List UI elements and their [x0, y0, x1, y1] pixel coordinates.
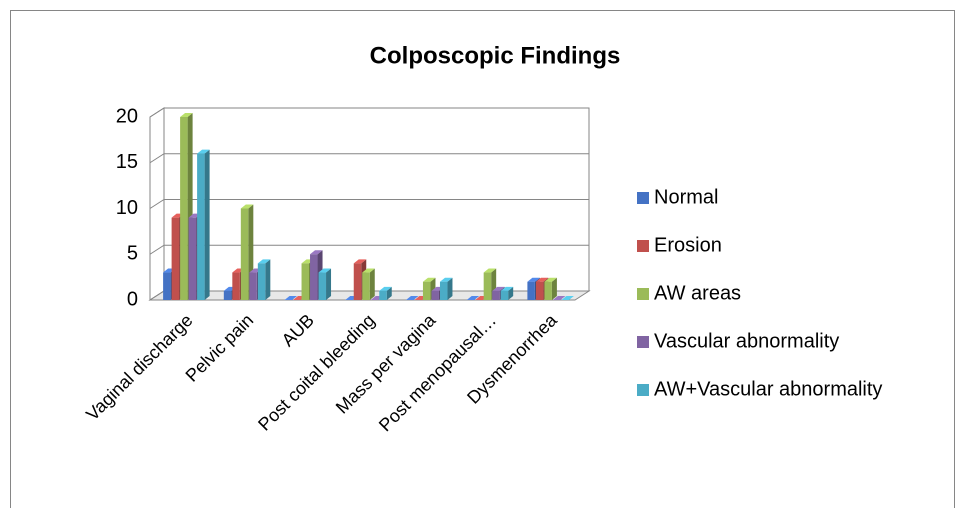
bar-top [544, 277, 557, 282]
grid-line [149, 153, 589, 164]
bar-top [405, 296, 419, 300]
bar [257, 263, 266, 300]
bar [535, 281, 544, 300]
bar-side [265, 259, 271, 300]
chart-border [10, 10, 955, 508]
legend-swatch [637, 192, 649, 204]
bar-top [483, 268, 497, 273]
legend-label: Vascular abnormality [654, 330, 839, 352]
bar-side [551, 277, 557, 300]
grid-line [149, 107, 589, 118]
bar-top [240, 204, 254, 209]
bar-top [180, 113, 193, 117]
bar-top [284, 296, 298, 300]
y-tick-label: 10 [116, 197, 138, 219]
grid-line [149, 244, 589, 255]
bar-top [318, 268, 332, 273]
bar [353, 263, 362, 300]
chart-title: Colposcopic Findings [370, 42, 621, 69]
legend-label: Erosion [654, 234, 722, 256]
legend-swatch [637, 336, 649, 348]
bar-side [386, 286, 392, 300]
bar-side [369, 268, 375, 300]
bar-side [447, 277, 453, 300]
y-tick-label: 0 [127, 288, 138, 310]
bar [301, 263, 310, 300]
bar [431, 290, 439, 300]
bar-top [500, 286, 514, 291]
bar [500, 290, 509, 300]
legend-label: Normal [654, 186, 718, 208]
x-tick-label: Post menopausal… [375, 310, 500, 435]
bar-top [379, 286, 392, 291]
legend-swatch [637, 384, 649, 396]
bar-top [552, 296, 566, 300]
bar [223, 290, 232, 300]
bar-top [535, 277, 549, 282]
bar [188, 217, 197, 300]
bar [362, 272, 370, 300]
legend-swatch [637, 288, 649, 300]
bar [232, 272, 240, 300]
bar-side [508, 286, 514, 300]
bar [310, 254, 318, 300]
y-tick-label: 15 [116, 151, 138, 173]
legend-label: AW areas [654, 282, 741, 304]
bar-side [204, 149, 210, 300]
x-tick-label: Post coital bleeding [254, 310, 379, 435]
bar-top [439, 277, 453, 282]
bar-top [561, 296, 574, 300]
bar [483, 272, 492, 300]
legend-label: AW+Vascular abnormality [654, 378, 882, 400]
grid-line [149, 199, 589, 209]
bar [527, 281, 535, 300]
bar-top [422, 277, 436, 282]
bar [163, 272, 171, 300]
bar [422, 281, 431, 300]
x-tick-label: AUB [278, 310, 318, 350]
bar-top [362, 268, 375, 273]
y-tick-label: 5 [127, 243, 138, 265]
bar-side [326, 268, 332, 300]
bar [197, 153, 205, 300]
legend-swatch [637, 240, 649, 252]
bar [249, 272, 257, 300]
bar [439, 281, 448, 300]
bar-top [257, 259, 271, 264]
bar-top [197, 149, 210, 154]
bar-top [310, 250, 323, 255]
bar-top [492, 286, 505, 291]
bar [240, 208, 249, 300]
bar-top [466, 296, 480, 300]
y-tick-label: 20 [116, 105, 138, 127]
bar [544, 281, 552, 300]
bar [171, 217, 180, 300]
bar-top [353, 259, 367, 264]
bar-top [527, 277, 540, 282]
x-tick-label: Vaginal discharge [82, 310, 196, 424]
bar [379, 290, 387, 300]
bar [492, 290, 500, 300]
bar [318, 272, 327, 300]
bar [180, 117, 188, 300]
